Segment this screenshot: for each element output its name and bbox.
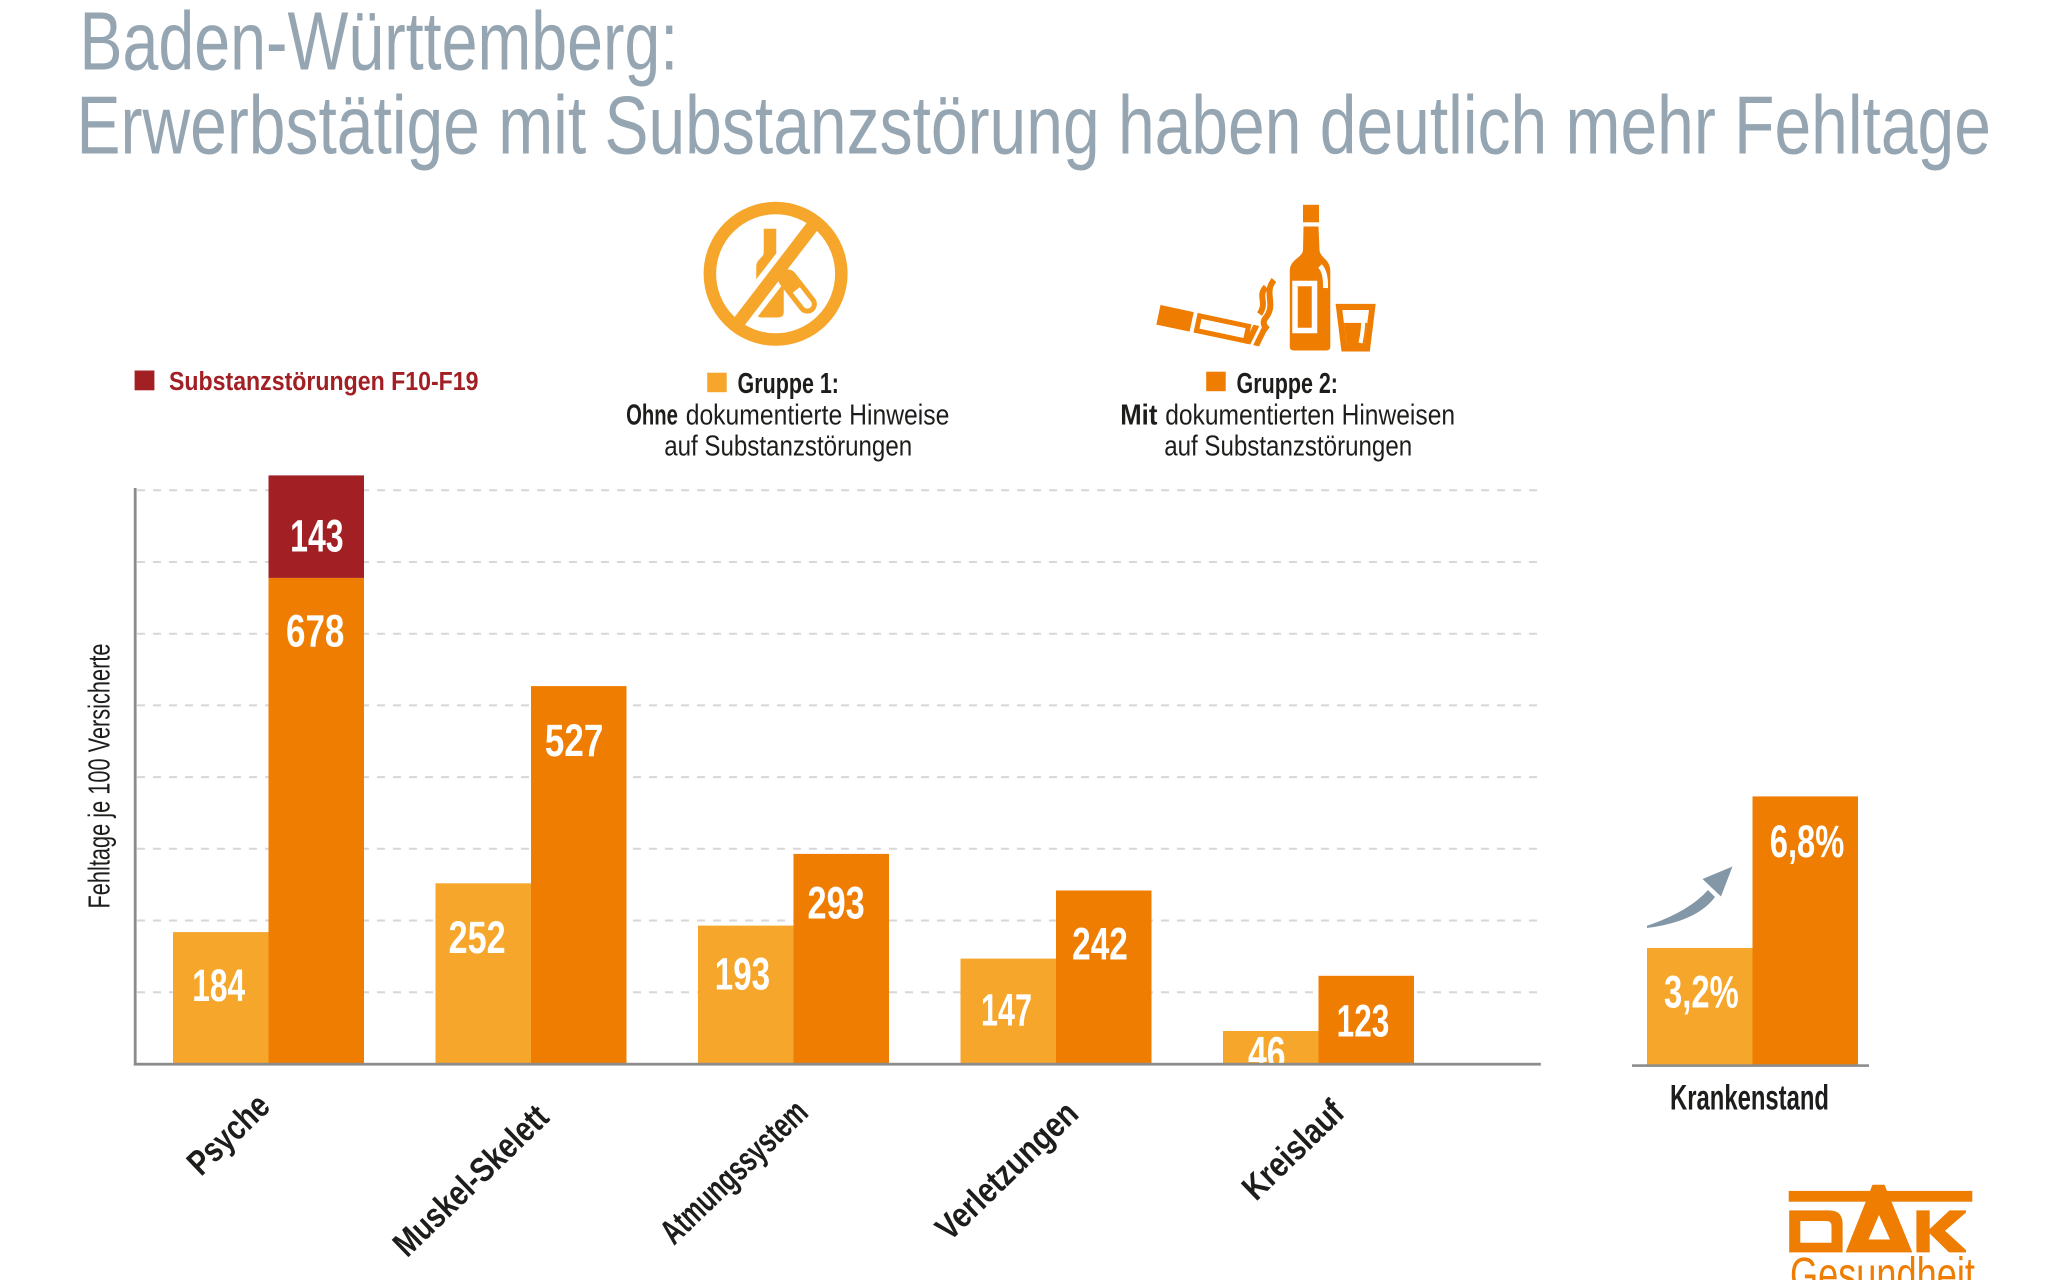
svg-text:193: 193 bbox=[715, 950, 770, 1000]
svg-text:Kreislauf: Kreislauf bbox=[1234, 1092, 1351, 1207]
svg-text:252: 252 bbox=[449, 913, 506, 963]
svg-text:auf Substanzstörungen: auf Substanzstörungen bbox=[1164, 430, 1412, 463]
svg-text:auf Substanzstörungen: auf Substanzstörungen bbox=[664, 430, 912, 463]
svg-text:143: 143 bbox=[290, 512, 343, 562]
svg-text:Ohne: Ohne bbox=[626, 399, 678, 431]
svg-text:Muskel-Skelett: Muskel-Skelett bbox=[385, 1096, 557, 1264]
svg-text:Gesundheit: Gesundheit bbox=[1790, 1249, 1975, 1280]
svg-text:123: 123 bbox=[1337, 997, 1390, 1047]
svg-text:46: 46 bbox=[1248, 1029, 1286, 1079]
svg-text:dokumentierten Hinweisen: dokumentierten Hinweisen bbox=[1165, 399, 1455, 431]
svg-text:3,2%: 3,2% bbox=[1664, 967, 1739, 1017]
svg-text:293: 293 bbox=[808, 879, 865, 929]
svg-text:527: 527 bbox=[545, 716, 603, 766]
svg-text:dokumentierte Hinweise: dokumentierte Hinweise bbox=[686, 399, 950, 431]
svg-text:678: 678 bbox=[286, 606, 344, 656]
svg-text:Gruppe 1:: Gruppe 1: bbox=[738, 368, 839, 400]
svg-text:Fehltage je 100 Versicherte: Fehltage je 100 Versicherte bbox=[82, 643, 117, 908]
svg-text:Substanzstörungen F10-F19: Substanzstörungen F10-F19 bbox=[169, 368, 478, 396]
svg-text:Erwerbstätige mit Substanzstör: Erwerbstätige mit Substanzstörung haben … bbox=[77, 78, 1991, 171]
svg-text:242: 242 bbox=[1072, 920, 1128, 970]
svg-text:184: 184 bbox=[192, 962, 245, 1012]
svg-text:Atmungssystem: Atmungssystem bbox=[653, 1093, 816, 1252]
svg-text:6,8%: 6,8% bbox=[1770, 817, 1844, 867]
svg-text:Psyche: Psyche bbox=[179, 1086, 277, 1183]
svg-text:147: 147 bbox=[981, 986, 1032, 1036]
svg-text:Mit: Mit bbox=[1120, 398, 1157, 431]
svg-text:Verletzungen: Verletzungen bbox=[928, 1093, 1086, 1247]
svg-text:Gruppe 2:: Gruppe 2: bbox=[1237, 368, 1338, 400]
svg-text:Krankenstand: Krankenstand bbox=[1670, 1079, 1829, 1118]
svg-text:Baden-Württemberg:: Baden-Württemberg: bbox=[80, 0, 679, 87]
